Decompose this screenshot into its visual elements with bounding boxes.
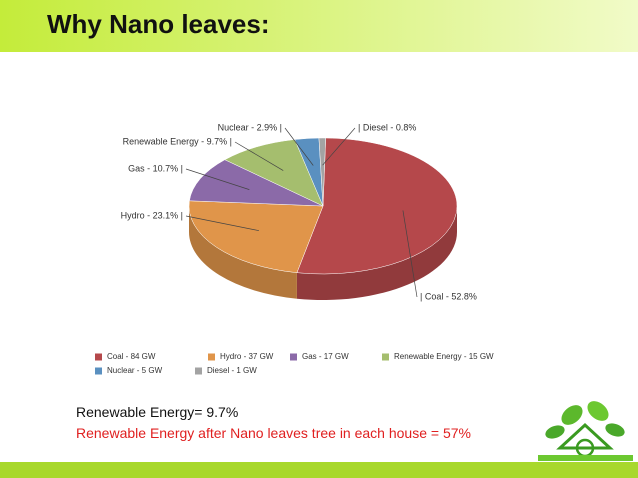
recycle-house-icon [538, 401, 633, 461]
slice-label: Hydro - 23.1% | [121, 210, 183, 220]
legend-swatch [208, 353, 215, 361]
legend-swatch [95, 367, 102, 375]
slice-label: | Coal - 52.8% [420, 291, 477, 301]
slice-side [296, 206, 457, 301]
legend-swatch [382, 353, 389, 361]
slide-title: Why Nano leaves: [47, 9, 270, 39]
leader-line [322, 127, 356, 166]
legend-label: Renewable Energy - 15 GW [394, 352, 494, 361]
legend-label: Nuclear - 5 GW [107, 366, 163, 375]
slice-side [189, 206, 297, 299]
slice-label: | Diesel - 0.8% [358, 122, 416, 132]
slice [318, 137, 326, 207]
leader-line [185, 168, 250, 190]
leader-line [284, 127, 314, 166]
legend-swatch [290, 353, 297, 361]
title-band [0, 0, 638, 52]
slice-label: Renewable Energy - 9.7% | [123, 136, 232, 146]
leader-line [234, 141, 284, 171]
slice [224, 139, 324, 207]
slice [188, 200, 324, 273]
slice [296, 137, 458, 275]
legend-label: Hydro - 37 GW [220, 352, 274, 361]
slice [189, 159, 324, 207]
leader-line [402, 210, 418, 298]
note-highlight: Renewable Energy after Nano leaves tree … [76, 425, 471, 441]
legend-label: Diesel - 1 GW [207, 366, 257, 375]
legend-label: Coal - 84 GW [107, 352, 156, 361]
legend-label: Gas - 17 GW [302, 352, 349, 361]
legend-swatch [95, 353, 102, 361]
leader-line [185, 215, 260, 232]
slice-label: Gas - 10.7% | [128, 163, 183, 173]
note: Renewable Energy= 9.7% [76, 404, 238, 420]
footer-band [0, 462, 638, 478]
legend-swatch [195, 367, 202, 375]
pie-chart: | Coal - 52.8% Hydro - 23.1% | Gas - 10.7%… [95, 122, 494, 375]
slice-label: Nuclear - 2.9% | [218, 122, 282, 132]
